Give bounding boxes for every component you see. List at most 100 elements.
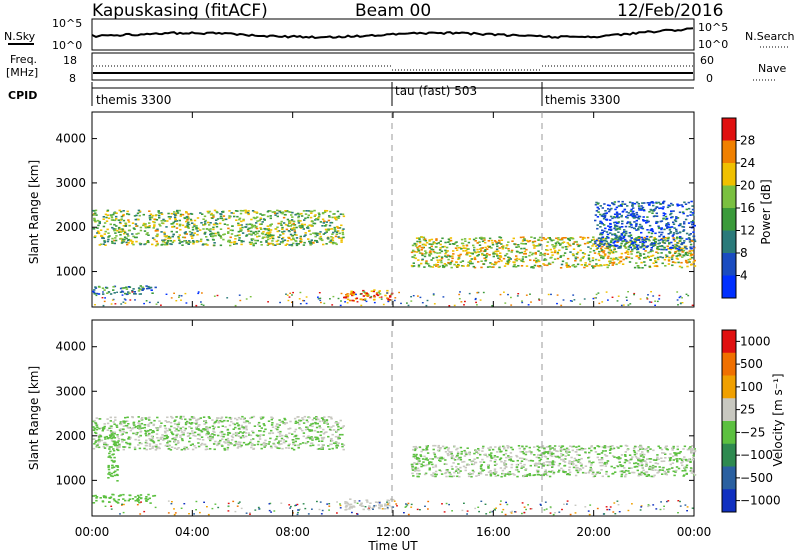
range-cell [612,262,615,265]
range-cell [653,236,656,239]
range-cell [264,428,267,431]
range-cell [139,494,143,496]
range-cell [635,237,638,239]
range-cell [488,254,491,256]
range-cell [297,243,300,245]
range-cell [305,296,308,298]
range-cell [159,438,163,440]
range-cell [145,499,148,502]
range-cell [147,241,150,244]
range-cell [683,221,686,223]
range-cell [294,239,297,242]
range-cell [680,266,684,269]
range-cell [332,425,335,427]
velocity-panel-frame [91,319,695,517]
range-cell [222,215,226,217]
range-cell [662,201,665,204]
range-cell [602,244,606,246]
range-cell [494,263,497,265]
range-cell [331,447,334,450]
range-cell [444,252,447,255]
range-cell [427,263,430,265]
range-cell [692,448,695,450]
range-cell [677,250,681,252]
range-cell [609,232,612,234]
range-cell [373,301,376,304]
range-cell [113,442,116,444]
range-cell [550,453,554,456]
range-cell [618,246,621,249]
range-cell [692,456,695,459]
range-cell [229,417,233,419]
range-cell [617,200,620,203]
range-cell [314,421,317,424]
range-cell [189,418,192,421]
range-cell [105,287,109,289]
range-cell [596,206,599,209]
range-cell [194,435,197,437]
range-cell [491,243,495,246]
range-cell [294,435,297,437]
range-cell [490,472,493,474]
range-cell [599,464,602,467]
range-cell [174,430,177,432]
range-cell [533,264,537,267]
range-cell [234,304,237,307]
range-cell [633,293,635,296]
range-cell [229,244,232,247]
range-cell [200,436,204,438]
range-cell [630,223,633,226]
range-cell [446,469,449,471]
range-cell [150,439,153,442]
range-cell [206,210,209,213]
range-cell [651,254,655,257]
range-cell [594,245,598,247]
range-cell [624,475,627,478]
range-cell [500,475,503,478]
range-cell [214,234,217,237]
range-cell [216,444,219,447]
range-cell [483,254,486,256]
range-cell [283,230,286,233]
range-cell [638,457,641,460]
range-cell [185,233,188,235]
range-cell [604,239,607,242]
range-cell [602,257,605,260]
range-cell [138,447,142,450]
range-cell [312,232,315,234]
range-cell [153,221,156,224]
range-cell [522,243,525,245]
range-cell [239,230,242,232]
range-cell [215,210,218,213]
range-cell [678,458,681,460]
range-cell [95,417,98,419]
range-cell [109,293,113,295]
range-cell [181,426,185,428]
range-cell [660,238,663,241]
range-cell [136,427,140,429]
range-cell [310,429,314,432]
range-cell [428,467,431,469]
range-cell [193,219,197,222]
range-cell [653,244,656,246]
range-cell [127,436,131,438]
range-cell [187,434,191,437]
range-cell [219,420,223,423]
range-cell [430,474,433,476]
range-cell [228,210,231,212]
range-cell [675,237,678,240]
range-cell [246,228,250,231]
range-cell [137,232,140,235]
range-cell [612,251,615,253]
range-cell [607,251,610,254]
range-cell [129,429,132,432]
range-cell [660,448,664,451]
range-cell [645,447,649,450]
range-cell [165,226,168,228]
range-cell [559,239,562,241]
range-cell [554,246,557,248]
range-cell [202,304,205,306]
range-cell [299,240,302,242]
range-cell [316,422,319,425]
range-cell [596,216,600,218]
